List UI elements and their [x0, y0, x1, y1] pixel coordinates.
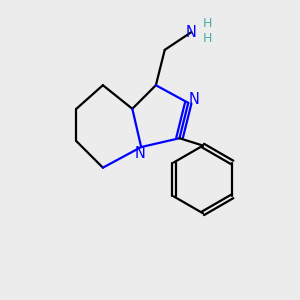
Text: N: N [134, 146, 145, 161]
Text: N: N [186, 25, 197, 40]
Text: H: H [203, 17, 212, 31]
Text: H: H [203, 32, 212, 45]
Text: N: N [188, 92, 199, 107]
